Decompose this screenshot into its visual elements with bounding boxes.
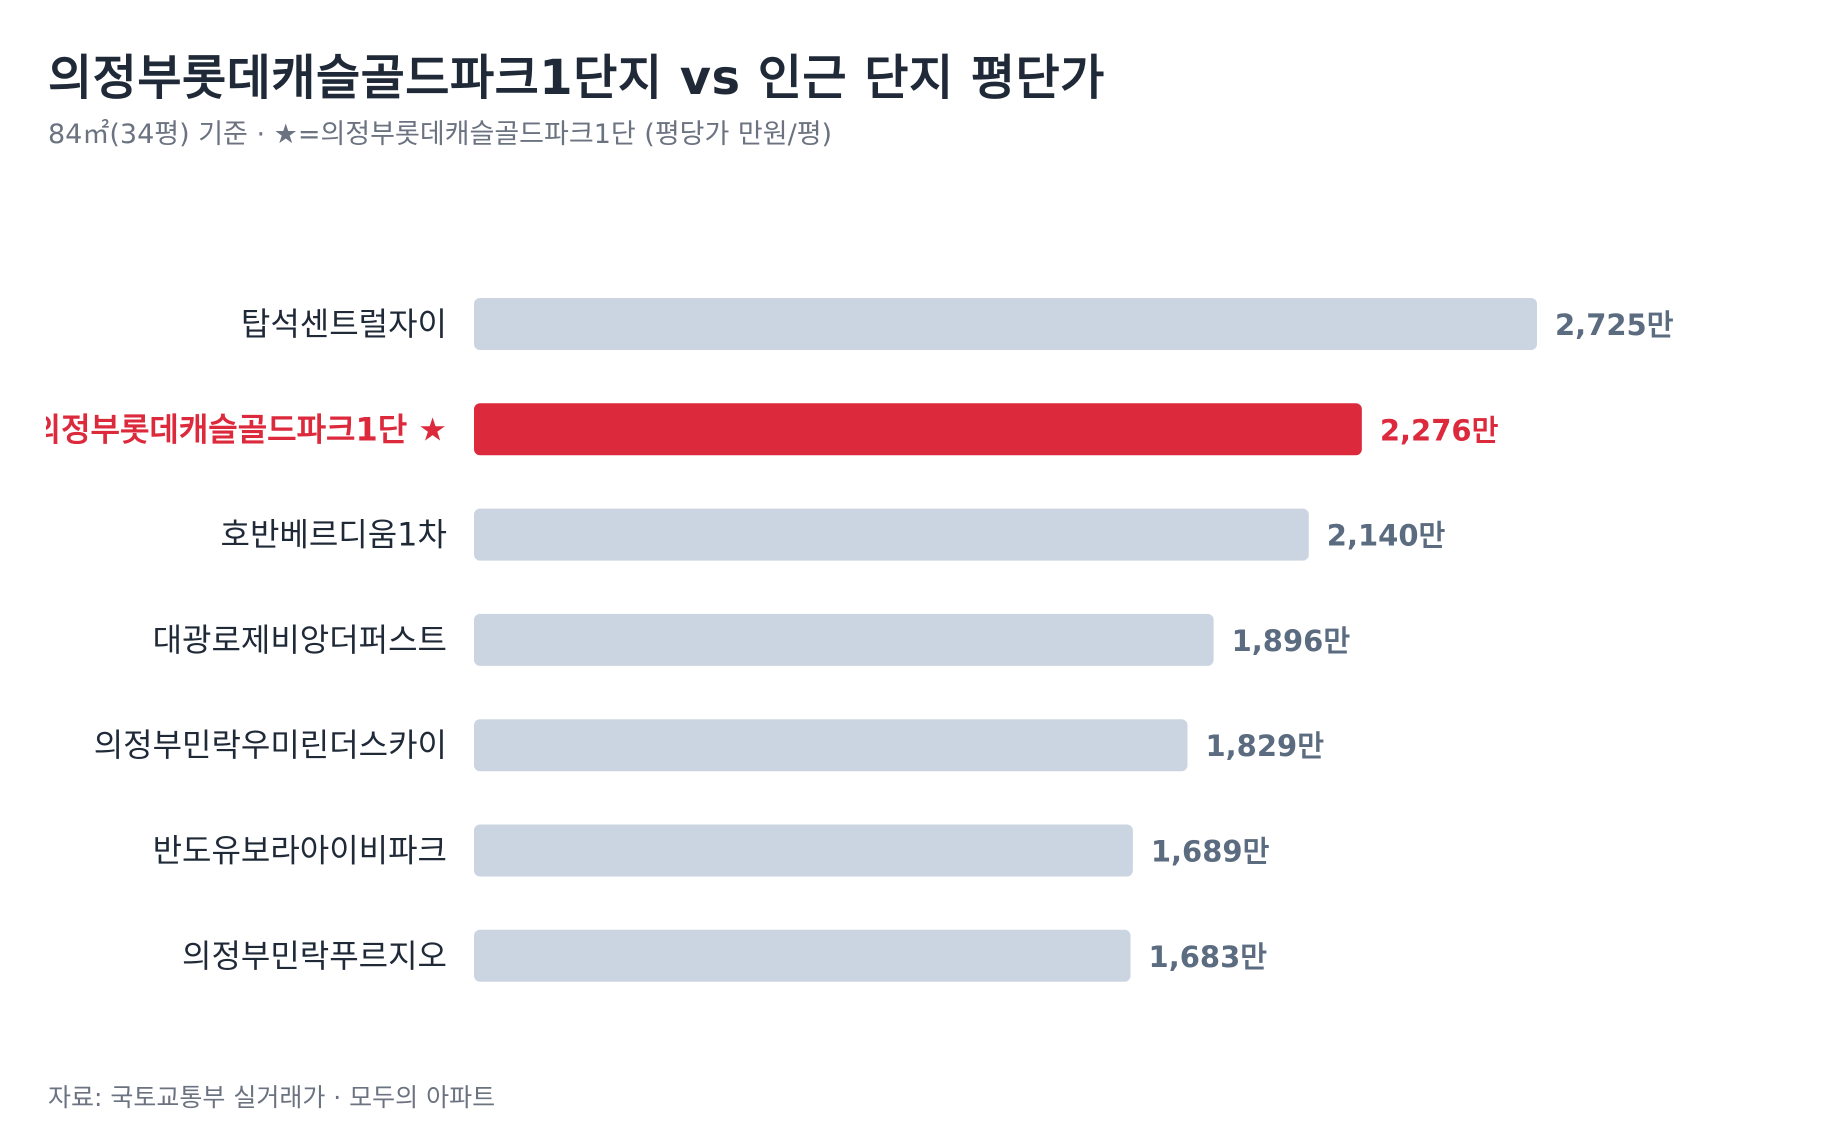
bar: [474, 824, 1133, 877]
value-label: 1,683만: [1149, 940, 1268, 974]
category-label: 의정부민락우미린더스카이: [94, 726, 447, 764]
bar: [474, 508, 1309, 561]
value-label: 1,896만: [1232, 624, 1351, 658]
value-label: 2,725만: [1555, 308, 1674, 342]
bar: [474, 719, 1188, 772]
bar: [474, 929, 1131, 982]
category-label: 의정부롯데캐슬골드파크1단 ★: [32, 410, 447, 448]
bar: [474, 613, 1214, 666]
value-label: 2,276만: [1380, 413, 1499, 447]
bar-highlight: [474, 403, 1362, 456]
category-label: 호반베르디움1차: [221, 516, 447, 554]
value-label: 1,689만: [1151, 835, 1270, 869]
chart-title: 의정부롯데캐슬골드파크1단지 vs 인근 단지 평단가: [48, 50, 1105, 106]
source-note: 자료: 국토교통부 실거래가 · 모두의 아파트: [48, 1083, 496, 1112]
value-label: 2,140만: [1327, 519, 1446, 553]
bar: [474, 298, 1537, 350]
category-label: 탑석센트럴자이: [241, 305, 447, 343]
category-label: 의정부민락푸르지오: [182, 937, 447, 975]
value-label: 1,829만: [1205, 729, 1324, 763]
category-label: 대광로제비앙더퍼스트: [153, 621, 447, 659]
category-label: 반도유보라아이비파크: [153, 832, 447, 870]
chart-subtitle: 84㎡(34평) 기준 · ★=의정부롯데캐슬골드파크1단 (평당가 만원/평): [48, 119, 833, 150]
